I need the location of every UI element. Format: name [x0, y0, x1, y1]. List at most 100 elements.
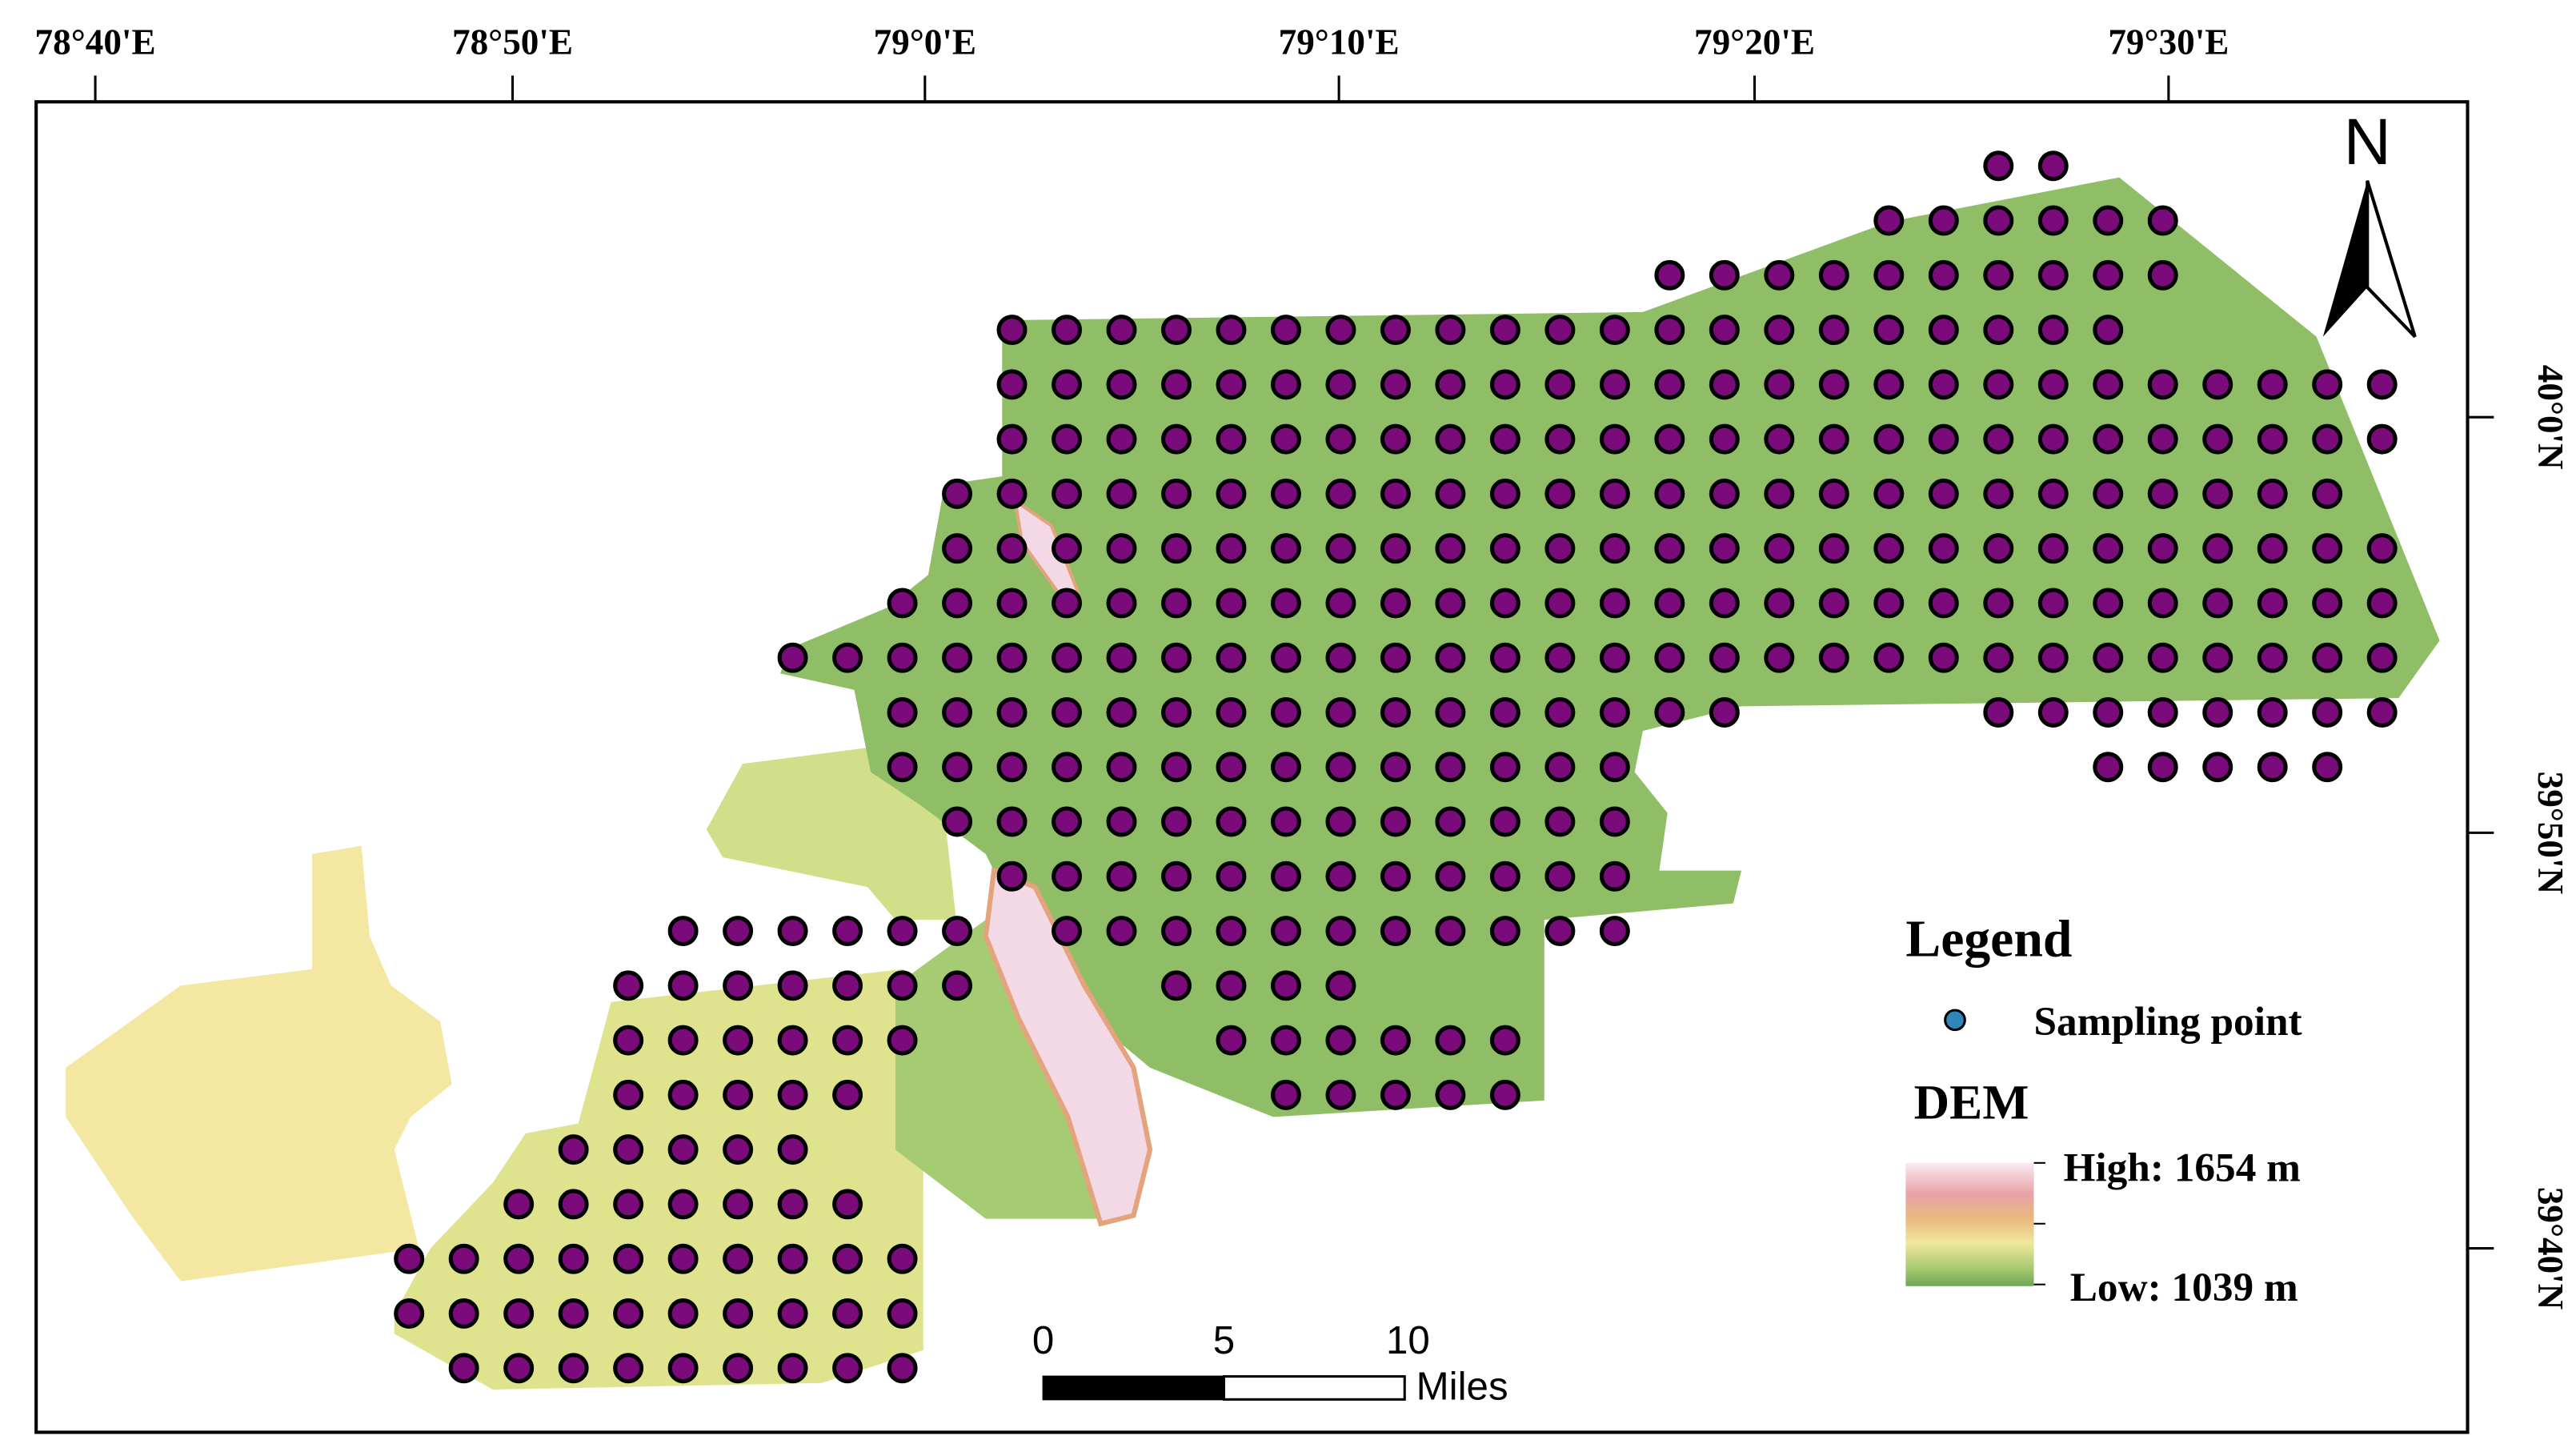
- sampling-point: [1106, 369, 1137, 400]
- sampling-point: [1270, 369, 1301, 400]
- sampling-point: [1654, 315, 1685, 346]
- sampling-point: [777, 1025, 808, 1056]
- sampling-point: [996, 642, 1028, 673]
- sampling-point: [1544, 369, 1576, 400]
- sampling-point: [1216, 315, 1247, 346]
- sampling-point: [1599, 369, 1630, 400]
- longitude-label: 79°20'E: [1694, 22, 1815, 62]
- sampling-point: [1489, 1025, 1520, 1056]
- sampling-point: [1983, 478, 2014, 509]
- sampling-point: [723, 1025, 754, 1056]
- sampling-point: [1873, 205, 1905, 236]
- sampling-point: [2147, 478, 2178, 509]
- sampling-point: [1489, 478, 1520, 509]
- sampling-point: [723, 1353, 754, 1384]
- sampling-point: [2093, 533, 2124, 564]
- sampling-point: [1489, 916, 1520, 947]
- sampling-point: [1216, 642, 1247, 673]
- sampling-point: [448, 1298, 479, 1329]
- sampling-point: [996, 533, 1028, 564]
- sampling-point: [394, 1298, 425, 1329]
- sampling-point: [1873, 259, 1905, 291]
- sampling-point: [1325, 806, 1356, 837]
- sampling-point: [2093, 642, 2124, 673]
- sampling-point: [2147, 423, 2178, 455]
- sampling-point: [1106, 916, 1137, 947]
- sampling-point: [1873, 478, 1905, 509]
- sampling-point: [558, 1134, 589, 1165]
- sampling-point: [1928, 315, 1959, 346]
- sampling-point: [1380, 752, 1411, 783]
- latitude-label: 40°0'N: [2530, 365, 2570, 470]
- sampling-point: [667, 1353, 699, 1384]
- sampling-point: [2037, 369, 2069, 400]
- sampling-point: [613, 1298, 644, 1329]
- sampling-point: [777, 642, 808, 673]
- sampling-point: [1325, 696, 1356, 728]
- sampling-point: [996, 315, 1028, 346]
- sampling-point: [1216, 1025, 1247, 1056]
- sampling-point: [1928, 369, 1959, 400]
- sampling-point: [887, 588, 918, 619]
- sampling-point: [777, 1298, 808, 1329]
- sampling-point: [1654, 478, 1685, 509]
- legend-symbol: [1944, 1009, 1966, 1032]
- scale-bar: 0 5 10 Miles: [1032, 1318, 1508, 1408]
- sampling-point: [1106, 696, 1137, 728]
- sampling-point: [1764, 259, 1795, 291]
- sampling-point: [2147, 205, 2178, 236]
- sampling-point: [2037, 205, 2069, 236]
- sampling-point: [1052, 752, 1083, 783]
- sampling-point: [1709, 696, 1740, 728]
- sampling-point: [1270, 1025, 1301, 1056]
- sampling-point: [1270, 533, 1301, 564]
- sampling-point: [1764, 478, 1795, 509]
- longitude-label: 78°50'E: [452, 22, 573, 62]
- sampling-point: [887, 1298, 918, 1329]
- sampling-point: [832, 1298, 863, 1329]
- sampling-point: [887, 1243, 918, 1274]
- sampling-point: [1325, 533, 1356, 564]
- sampling-point: [1106, 423, 1137, 455]
- sampling-point: [2366, 369, 2398, 400]
- sampling-point: [1764, 588, 1795, 619]
- sampling-point: [394, 1243, 425, 1274]
- scale-label: 5: [1213, 1318, 1235, 1362]
- sampling-point: [613, 1134, 644, 1165]
- sampling-point: [1380, 642, 1411, 673]
- sampling-point: [2257, 423, 2288, 455]
- sampling-point: [1216, 916, 1247, 947]
- sampling-point: [1983, 642, 2014, 673]
- sampling-point: [1270, 1079, 1301, 1110]
- sampling-point: [1052, 588, 1083, 619]
- sampling-point: [1764, 315, 1795, 346]
- sampling-point: [1544, 588, 1576, 619]
- sampling-point: [1544, 860, 1576, 892]
- sampling-point: [1380, 588, 1411, 619]
- sampling-point: [1873, 369, 1905, 400]
- sampling-point: [1818, 478, 1849, 509]
- sampling-point: [777, 1353, 808, 1384]
- sampling-point: [1873, 533, 1905, 564]
- sampling-point: [887, 916, 918, 947]
- sampling-point: [558, 1353, 589, 1384]
- latitude-label: 39°50'N: [2530, 772, 2570, 894]
- sampling-point: [1435, 369, 1466, 400]
- sampling-point: [1380, 860, 1411, 892]
- sampling-point: [1654, 588, 1685, 619]
- sampling-point: [942, 752, 973, 783]
- sampling-point: [2257, 478, 2288, 509]
- sampling-point: [1599, 752, 1630, 783]
- sampling-point: [503, 1298, 535, 1329]
- sampling-point: [1599, 696, 1630, 728]
- sampling-point: [1709, 533, 1740, 564]
- sampling-point: [1489, 423, 1520, 455]
- sampling-point: [777, 1134, 808, 1165]
- sampling-point: [667, 1298, 699, 1329]
- sampling-point: [1052, 860, 1083, 892]
- sampling-point: [2037, 533, 2069, 564]
- sampling-point: [1435, 1079, 1466, 1110]
- sampling-point: [1435, 806, 1466, 837]
- sampling-points: [394, 150, 2398, 1384]
- sampling-point: [2147, 642, 2178, 673]
